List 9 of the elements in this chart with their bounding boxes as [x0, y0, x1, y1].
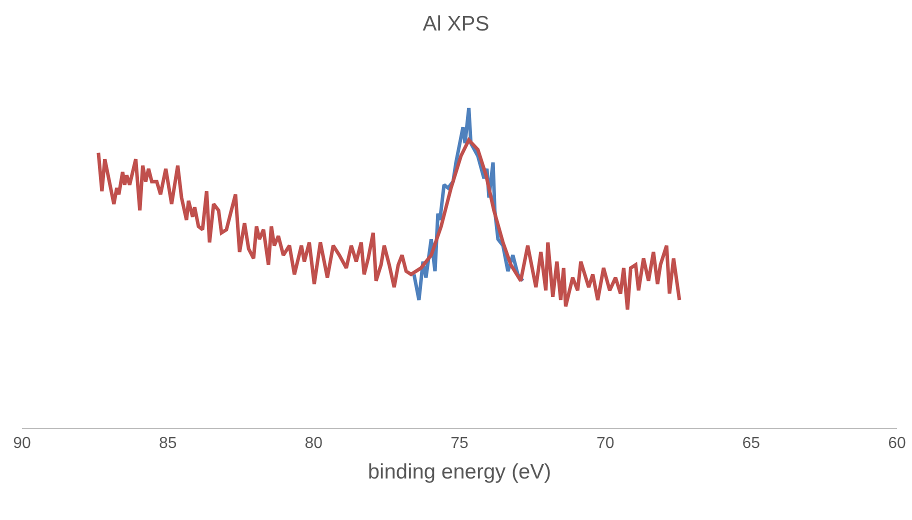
x-tick-label: 85: [158, 435, 177, 452]
x-axis-title: binding energy (eV): [368, 460, 552, 484]
x-tick-label: 90: [13, 435, 31, 452]
chart-title: Al XPS: [422, 12, 490, 36]
x-tick-label: 75: [450, 435, 468, 452]
x-tick-label: 60: [888, 435, 906, 452]
x-tick-label: 70: [596, 435, 614, 452]
x-tick-label: 65: [742, 435, 760, 452]
x-tick-label: 80: [304, 435, 323, 452]
